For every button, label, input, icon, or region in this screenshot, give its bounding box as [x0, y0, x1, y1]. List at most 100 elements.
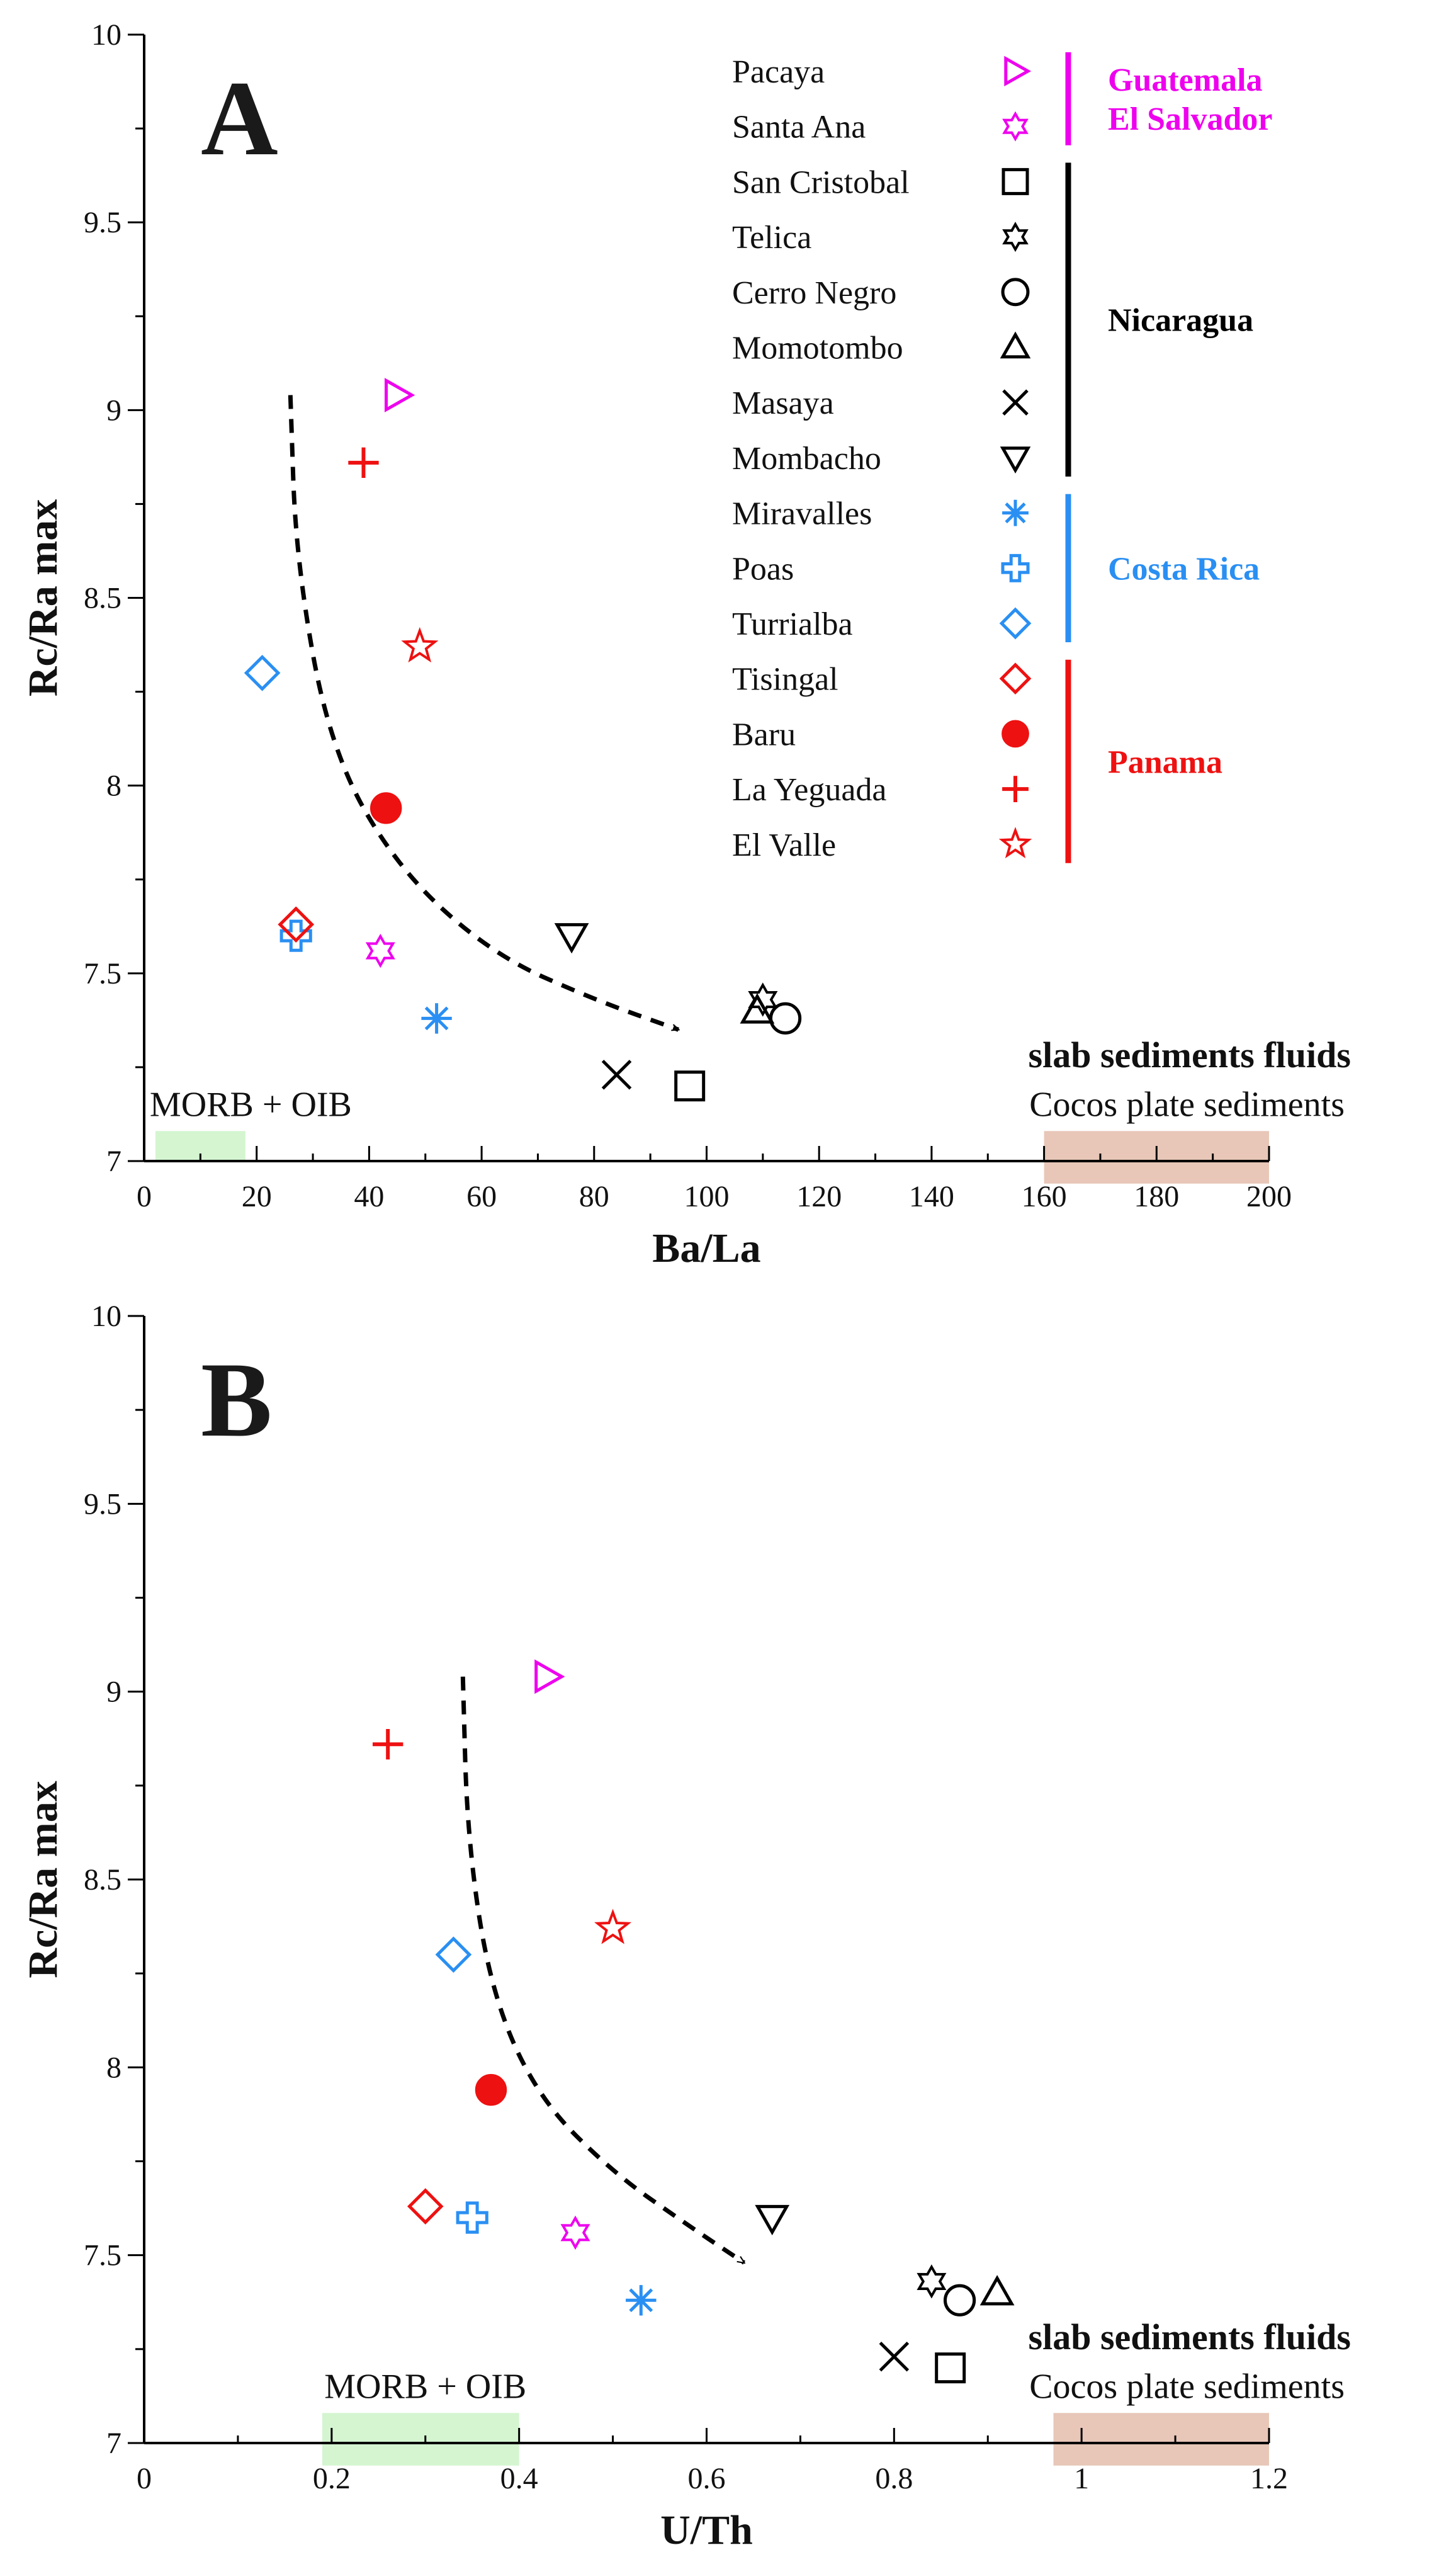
data-point-pacaya: [534, 1659, 565, 1694]
data-point-baru: [475, 2073, 507, 2106]
y-tick-label: 8.5: [84, 582, 121, 615]
data-point-poas: [456, 2201, 488, 2234]
data-point-turrialba: [244, 654, 281, 691]
y-tick-label: 8: [106, 769, 121, 803]
x-tick-label: 0: [137, 1180, 152, 1213]
legend-label-tisingal: Tisingal: [732, 662, 838, 698]
legend-label-mombacho: Mombacho: [732, 441, 881, 477]
legend-marker-baru: [1002, 720, 1029, 748]
legend-marker-tisingal: [999, 662, 1032, 695]
x-tick-label: 1.2: [1250, 2462, 1288, 2495]
y-tick-label: 10: [91, 1300, 121, 1333]
trend-arrow: [460, 1676, 744, 2265]
data-point-miravalles: [626, 2285, 657, 2316]
data-point-cerro-negro: [943, 2284, 976, 2316]
y-tick-label: 8.5: [84, 1863, 121, 1896]
legend-marker-san-cristobal: [1002, 167, 1029, 195]
legend-marker-pacaya: [1004, 55, 1032, 87]
x-tick-label: 0.4: [500, 2462, 538, 2495]
x-tick-label: 0.6: [688, 2462, 726, 2495]
data-point-miravalles: [421, 1003, 452, 1034]
legend-label-el-valle: El Valle: [732, 827, 836, 863]
data-point-momotombo: [979, 2275, 1015, 2306]
x-tick-label: 40: [354, 1180, 384, 1213]
data-point-masaya: [879, 2342, 910, 2372]
legend-label-santa-ana: Santa Ana: [732, 110, 866, 145]
legend-marker-el-valle: [998, 827, 1032, 859]
y-tick-label: 7.5: [84, 2239, 121, 2272]
panel-b: 7 7.5 8 8.5 9 9.5 10 0 0.2 0.4 0.6 0.8 1 1.2 U/Th Rc/Ra…: [20, 1300, 1351, 2553]
x-tick-label: 200: [1246, 1180, 1292, 1213]
legend-label-miravalles: Miravalles: [732, 496, 872, 532]
x-axis-title: U/Th: [660, 2507, 753, 2553]
legend-label-pacaya: Pacaya: [732, 54, 825, 90]
region-label-cocos-plate-sediments: Cocos plate sediments: [1029, 2367, 1345, 2406]
x-tick-label: 60: [466, 1180, 497, 1213]
legend-group-label-panama: Panama: [1108, 744, 1222, 780]
y-tick-label: 7: [106, 2427, 121, 2460]
data-point-momotombo: [740, 993, 775, 1024]
annotation-slab-sediments-fluids: slab sediments fluids: [1029, 2316, 1351, 2357]
data-point-poas: [279, 919, 312, 952]
legend-label-san-cristobal: San Cristobal: [732, 164, 910, 200]
legend-label-poas: Poas: [732, 551, 794, 587]
data-point-el-valle: [401, 626, 439, 663]
legend-marker-momotombo: [1000, 331, 1031, 359]
legend-marker-la-yeguada: [1002, 776, 1029, 802]
legend-label-cerro-negro: Cerro Negro: [732, 275, 896, 311]
data-point-santa-ana: [560, 2215, 590, 2250]
region-label-morb-oib: MORB + OIB: [324, 2367, 526, 2406]
x-tick-label: 120: [796, 1180, 842, 1213]
legend-marker-miravalles: [1002, 499, 1029, 526]
y-tick-label: 9.5: [84, 206, 121, 239]
x-tick-label: 20: [242, 1180, 272, 1213]
y-axis-title: Rc/Ra max: [20, 499, 66, 696]
y-tick-label: 10: [91, 18, 121, 52]
annotation-slab-sediments-fluids: slab sediments fluids: [1029, 1035, 1351, 1075]
y-tick-label: 7: [106, 1145, 121, 1178]
data-point-san-cristobal: [935, 2352, 966, 2384]
data-point-san-cristobal: [674, 1070, 706, 1102]
x-tick-label: 0.8: [875, 2462, 913, 2495]
legend-marker-santa-ana: [1002, 111, 1029, 142]
region-label-morb-oib: MORB + OIB: [150, 1085, 352, 1124]
trend-arrow: [288, 395, 679, 1032]
data-point-tisingal: [407, 2188, 444, 2225]
data-point-masaya: [601, 1060, 632, 1090]
region-box-cocos-plate-sediments: [1053, 2413, 1269, 2466]
legend-group-label-costa-rica: Costa Rica: [1108, 551, 1260, 587]
data-point-la-yeguada: [348, 447, 379, 479]
y-axis-title: Rc/Ra max: [20, 1781, 66, 1978]
y-tick-label: 9: [106, 394, 121, 427]
x-tick-label: 0: [137, 2462, 152, 2495]
x-tick-label: 160: [1022, 1180, 1067, 1213]
x-tick-label: 100: [684, 1180, 730, 1213]
data-point-santa-ana: [365, 933, 395, 968]
y-tick-label: 7.5: [84, 957, 121, 990]
x-tick-label: 140: [909, 1180, 954, 1213]
legend: Pacaya Santa Ana San Cristobal Telica Cerro …: [732, 52, 1273, 863]
data-point-mombacho: [755, 2204, 790, 2236]
legend-group-label-guatemala: Guatemala: [1108, 62, 1263, 98]
region-label-cocos-plate-sediments: Cocos plate sediments: [1029, 1085, 1345, 1124]
panel-label: B: [201, 1341, 272, 1459]
legend-group-label-nicaragua: Nicaragua: [1108, 303, 1253, 339]
legend-label-masaya: Masaya: [732, 385, 834, 421]
x-tick-label: 1: [1074, 2462, 1089, 2495]
data-point-baru: [370, 792, 402, 824]
legend-label-turrialba: Turrialba: [732, 606, 853, 642]
y-tick-label: 8: [106, 2051, 121, 2084]
panel-label: A: [201, 59, 278, 178]
legend-group-label-el-salvador: El Salvador: [1108, 101, 1273, 137]
legend-marker-cerro-negro: [1001, 278, 1030, 307]
data-point-turrialba: [435, 1936, 472, 1973]
data-point-el-valle: [594, 1908, 632, 1944]
legend-label-la-yeguada: La Yeguada: [732, 772, 887, 808]
x-axis-title: Ba/La: [652, 1225, 760, 1271]
y-tick-label: 9: [106, 1675, 121, 1709]
legend-marker-poas: [1001, 553, 1030, 582]
legend-marker-turrialba: [999, 607, 1032, 640]
